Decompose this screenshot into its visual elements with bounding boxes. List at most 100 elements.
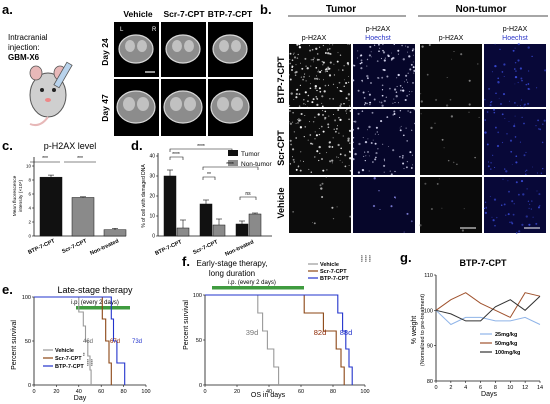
speckle [315, 134, 318, 137]
speckle [326, 152, 328, 154]
micro-image [484, 44, 546, 107]
speckle [298, 93, 301, 95]
speckle [401, 154, 404, 157]
d-bar [163, 175, 177, 237]
speckle [410, 63, 413, 66]
speckle [322, 44, 325, 47]
x-tick-label: 0 [32, 389, 35, 395]
speckle [411, 154, 413, 156]
speckle [517, 42, 520, 46]
c-tick-label: 10 [26, 164, 32, 169]
speckle [372, 204, 376, 208]
mri-grid [114, 22, 253, 136]
speckle [543, 119, 546, 122]
micro-image [420, 109, 482, 175]
speckle [483, 207, 486, 210]
speckle [517, 193, 520, 196]
speckle [358, 142, 361, 146]
speckle [491, 216, 493, 218]
speckle [409, 151, 412, 154]
micro-image [353, 177, 415, 233]
speckle [346, 61, 350, 65]
speckle [316, 150, 319, 153]
speckle [397, 49, 400, 52]
speckle [329, 48, 331, 50]
speckle [344, 165, 347, 168]
d-tick-label: 10 [149, 214, 155, 220]
x-tick-label: 40 [266, 389, 272, 395]
speckle [353, 120, 355, 123]
speckle [347, 81, 350, 84]
mouse-illustration [29, 61, 73, 127]
speckle [364, 104, 366, 106]
speckle [366, 77, 369, 80]
speckle [430, 207, 433, 211]
speckle [397, 73, 400, 77]
injection-label-line1: Intracranial [8, 33, 48, 42]
g-chart: 0 2 4 6 8 10 12 14 80 90 100 110 [424, 273, 543, 391]
speckle [347, 93, 351, 96]
speckle [509, 139, 513, 142]
speckle [364, 102, 367, 104]
g-ylabel-1: % weight [411, 316, 418, 344]
speckle [486, 111, 489, 113]
d-tick-label: 0 [152, 234, 155, 240]
speckle [387, 55, 390, 58]
speckle [312, 121, 315, 123]
micro-image [420, 177, 482, 233]
speckle [542, 123, 544, 125]
speckle [327, 67, 330, 71]
speckle [537, 128, 540, 130]
speckle [322, 113, 324, 116]
speckle [435, 98, 438, 101]
speckle [538, 193, 541, 196]
speckle [399, 85, 402, 87]
x-tick-label: 0 [203, 389, 206, 395]
speckle [500, 204, 503, 206]
speckle [291, 66, 293, 68]
speckle [289, 163, 292, 165]
speckle [297, 122, 299, 124]
speckle [300, 76, 303, 78]
weight-line [435, 309, 541, 326]
speckle [332, 83, 335, 85]
speckle [434, 122, 436, 124]
speckle [316, 97, 318, 100]
e-median-scr: 67d [110, 339, 120, 345]
speckle [347, 139, 350, 142]
speckle [528, 207, 530, 210]
c-tick-label: 2 [28, 220, 31, 225]
speckle [530, 208, 532, 210]
speckle [407, 110, 409, 112]
speckle [367, 151, 369, 153]
g-legend-100: 100mg/kg [495, 350, 520, 356]
speckle [374, 142, 377, 145]
speckle [290, 143, 292, 146]
speckle [392, 149, 395, 152]
speckle [292, 112, 294, 114]
speckle [288, 73, 290, 76]
speckle [293, 56, 297, 59]
speckle [318, 145, 321, 149]
speckle [506, 132, 508, 135]
c-bars: 0 2 4 6 8 10 BTP-7-CPT Scr-7-CPT Non-treated [26, 164, 127, 257]
panel-label-e: e. [2, 282, 13, 297]
d-tick-label: 20 [149, 194, 155, 200]
speckle [532, 216, 534, 218]
speckle [411, 91, 413, 93]
speckle [383, 158, 386, 160]
speckle [360, 67, 363, 70]
speckle [349, 43, 351, 45]
speckle [339, 118, 342, 122]
b-col-merge-1-l1: p-H2AX [366, 26, 391, 33]
y-tick-label: 110 [424, 273, 433, 279]
c-tick-label: 4 [28, 206, 31, 211]
speckle [319, 90, 322, 93]
x-tick-label: 14 [537, 385, 543, 391]
speckle [326, 48, 329, 51]
c-ylabel-2: intensity (×10⁴) [18, 179, 24, 212]
d-sig-1: **** [197, 144, 205, 150]
speckle [369, 103, 371, 106]
e-treatment-bar [76, 306, 130, 310]
speckle [492, 154, 494, 156]
